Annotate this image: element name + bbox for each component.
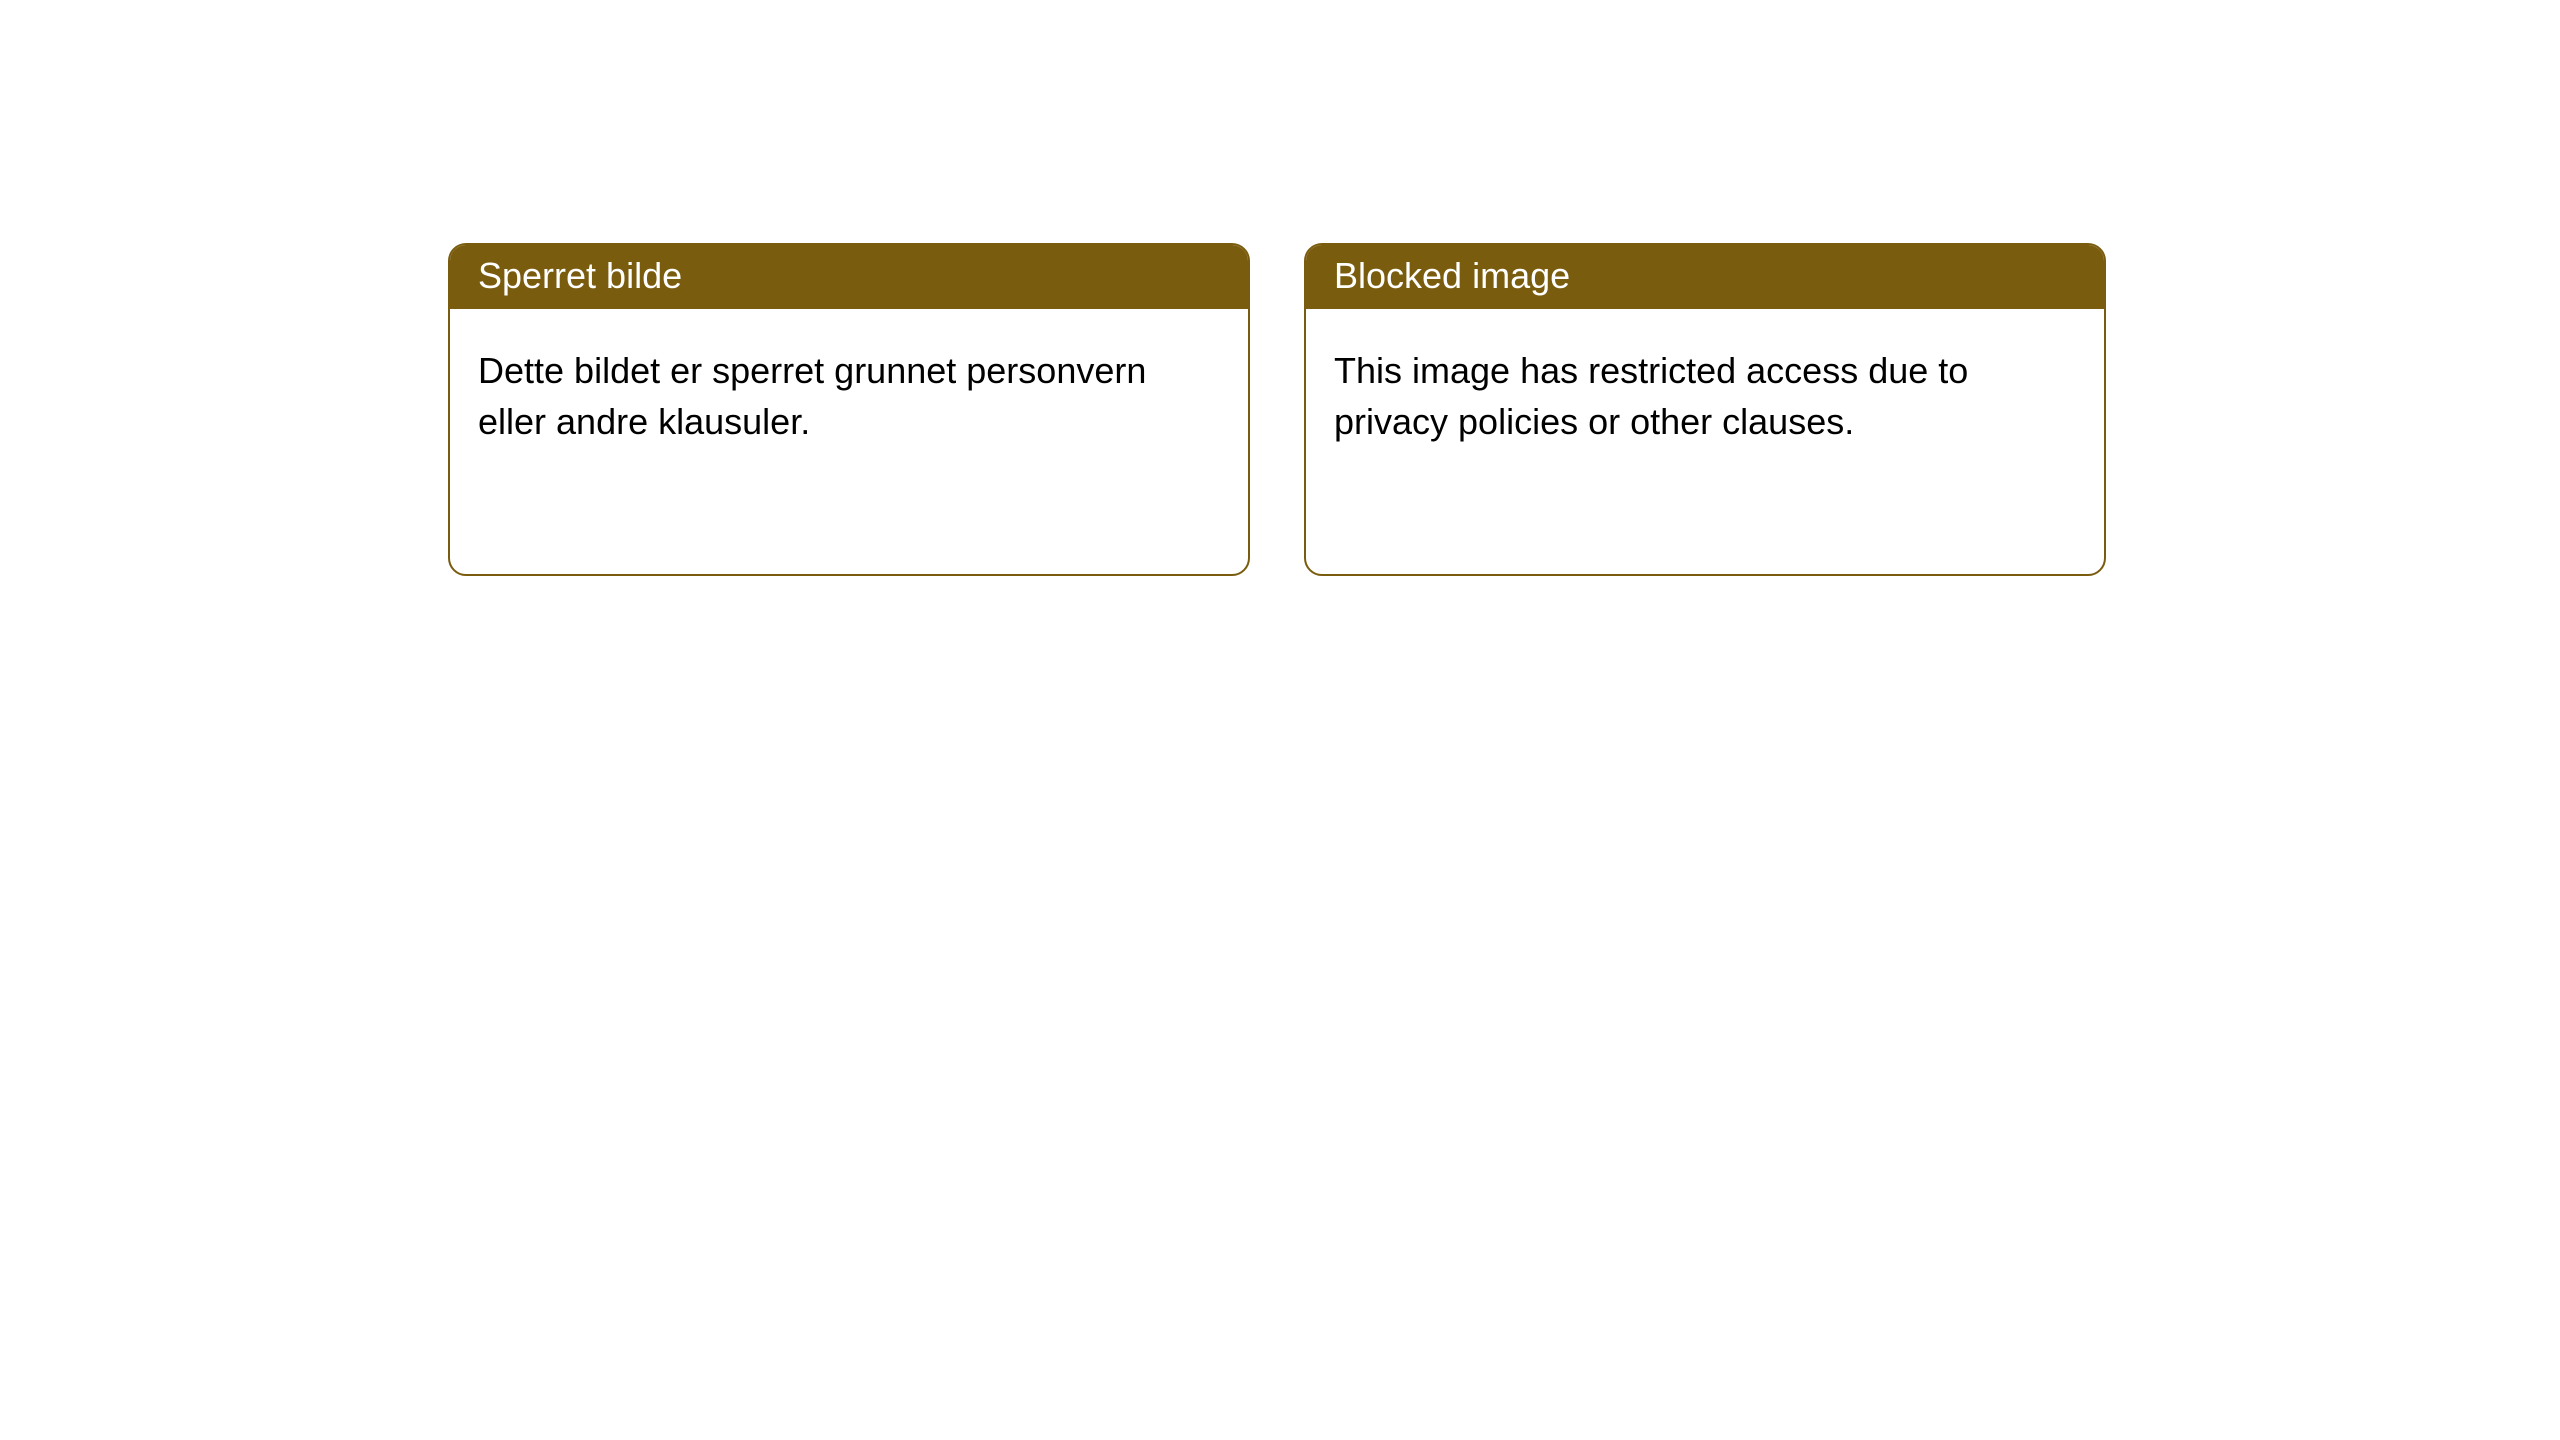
card-title: Blocked image [1306, 245, 2104, 309]
card-body: Dette bildet er sperret grunnet personve… [450, 309, 1248, 483]
card-body: This image has restricted access due to … [1306, 309, 2104, 483]
blocked-image-card-en: Blocked image This image has restricted … [1304, 243, 2106, 576]
cards-container: Sperret bilde Dette bildet er sperret gr… [0, 0, 2560, 576]
blocked-image-card-no: Sperret bilde Dette bildet er sperret gr… [448, 243, 1250, 576]
card-title: Sperret bilde [450, 245, 1248, 309]
